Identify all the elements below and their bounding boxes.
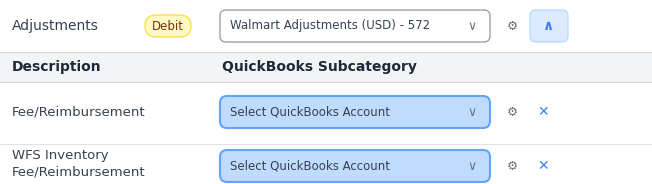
Text: Description: Description bbox=[12, 60, 102, 74]
Text: ✕: ✕ bbox=[537, 159, 549, 173]
Text: ⚙: ⚙ bbox=[507, 20, 518, 33]
FancyBboxPatch shape bbox=[530, 10, 568, 42]
Bar bbox=[0, 0, 652, 52]
Text: WFS Inventory: WFS Inventory bbox=[12, 149, 109, 162]
FancyBboxPatch shape bbox=[220, 96, 490, 128]
FancyBboxPatch shape bbox=[220, 10, 490, 42]
FancyBboxPatch shape bbox=[220, 150, 490, 182]
Bar bbox=[0, 82, 652, 184]
Text: Fee/Reimbursement: Fee/Reimbursement bbox=[12, 105, 145, 118]
Text: QuickBooks Subcategory: QuickBooks Subcategory bbox=[222, 60, 417, 74]
Text: ∨: ∨ bbox=[467, 105, 477, 118]
Text: ⚙: ⚙ bbox=[507, 160, 518, 173]
Text: ∧: ∧ bbox=[543, 19, 555, 33]
Text: Select QuickBooks Account: Select QuickBooks Account bbox=[230, 105, 390, 118]
Bar bbox=[0, 52, 652, 82]
Text: Select QuickBooks Account: Select QuickBooks Account bbox=[230, 160, 390, 173]
Text: Adjustments: Adjustments bbox=[12, 19, 99, 33]
Text: Walmart Adjustments (USD) - 572: Walmart Adjustments (USD) - 572 bbox=[230, 20, 430, 33]
Text: ✕: ✕ bbox=[537, 105, 549, 119]
FancyBboxPatch shape bbox=[145, 15, 191, 37]
Text: Debit: Debit bbox=[152, 20, 184, 33]
Text: ⚙: ⚙ bbox=[507, 105, 518, 118]
Text: Fee/Reimbursement: Fee/Reimbursement bbox=[12, 165, 145, 178]
Text: ∨: ∨ bbox=[467, 20, 477, 33]
Text: ∨: ∨ bbox=[467, 160, 477, 173]
